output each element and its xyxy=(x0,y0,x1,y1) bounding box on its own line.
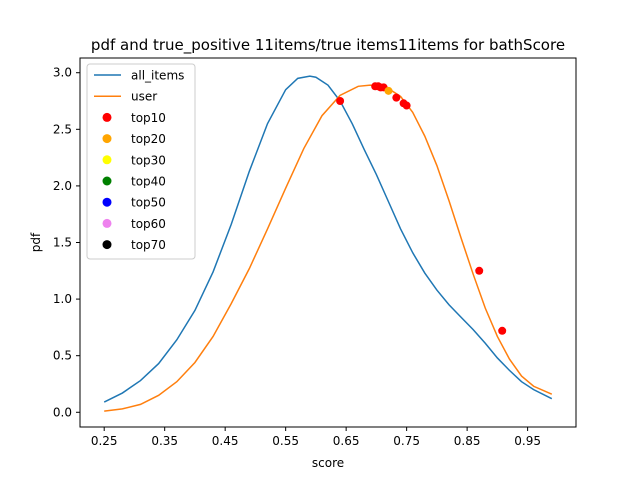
legend-item-top30: top30 xyxy=(102,153,166,167)
legend-item-top20: top20 xyxy=(102,132,166,146)
legend-item-user: user xyxy=(94,90,157,104)
legend-swatch-marker xyxy=(102,155,112,165)
y-tick-label: 1.5 xyxy=(53,236,72,250)
point-top10-0 xyxy=(336,97,345,106)
x-tick-label: 0.45 xyxy=(212,434,239,448)
legend-label: top30 xyxy=(131,153,166,167)
point-top10-7 xyxy=(402,101,411,110)
legend-item-top60: top60 xyxy=(102,217,166,231)
x-tick-label: 0.65 xyxy=(333,434,360,448)
legend-label: all_items xyxy=(131,69,184,83)
y-tick-label: 0.0 xyxy=(53,405,72,419)
legend-swatch-marker xyxy=(102,197,112,207)
y-axis-label: pdf xyxy=(29,232,43,252)
legend-item-top70: top70 xyxy=(102,238,166,252)
x-tick-label: 0.55 xyxy=(272,434,299,448)
point-top10-8 xyxy=(475,266,484,275)
y-tick-label: 2.0 xyxy=(53,179,72,193)
x-axis-label: score xyxy=(312,456,344,470)
legend-label: top50 xyxy=(131,196,166,210)
series-line-all-items xyxy=(103,75,553,403)
legend-item-top10: top10 xyxy=(102,111,166,125)
legend-swatch-marker xyxy=(102,112,112,122)
legend-swatch-marker xyxy=(102,134,112,144)
y-tick-label: 1.0 xyxy=(53,292,72,306)
chart-title: pdf and true_positive 11items/true items… xyxy=(91,36,565,55)
legend-label: top40 xyxy=(131,175,166,189)
legend-swatch-marker xyxy=(102,176,112,186)
y-tick-label: 2.5 xyxy=(53,122,72,136)
x-tick-label: 0.25 xyxy=(91,434,118,448)
y-tick-label: 0.5 xyxy=(53,349,72,363)
legend-label: top60 xyxy=(131,217,166,231)
series-line-user xyxy=(104,84,553,412)
x-tick-label: 0.95 xyxy=(514,434,541,448)
legend-frame xyxy=(86,63,196,260)
point-top10-9 xyxy=(498,326,507,335)
legend-label: user xyxy=(131,90,157,104)
legend-label: top70 xyxy=(131,238,166,252)
legend-item-top50: top50 xyxy=(102,196,166,210)
legend-label: top10 xyxy=(131,111,166,125)
legend-item-all-items: all_items xyxy=(94,69,184,83)
legend-swatch-marker xyxy=(102,240,112,250)
legend-swatch-marker xyxy=(102,218,112,228)
x-tick-label: 0.35 xyxy=(151,434,178,448)
x-tick-label: 0.85 xyxy=(454,434,481,448)
point-top20-0 xyxy=(384,86,393,95)
x-tick-label: 0.75 xyxy=(393,434,420,448)
legend-item-top40: top40 xyxy=(102,175,166,189)
point-top10-5 xyxy=(392,93,401,102)
y-tick-label: 3.0 xyxy=(53,66,72,80)
legend-label: top20 xyxy=(131,132,166,146)
